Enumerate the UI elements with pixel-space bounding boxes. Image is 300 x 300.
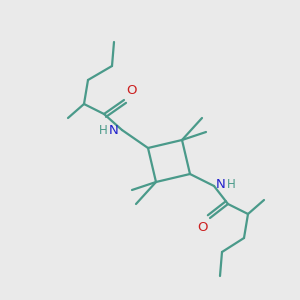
Text: H: H bbox=[99, 124, 108, 137]
Text: H: H bbox=[227, 178, 236, 191]
Text: N: N bbox=[108, 124, 118, 137]
Text: O: O bbox=[197, 221, 208, 234]
Text: N: N bbox=[216, 178, 226, 191]
Text: O: O bbox=[126, 84, 136, 97]
